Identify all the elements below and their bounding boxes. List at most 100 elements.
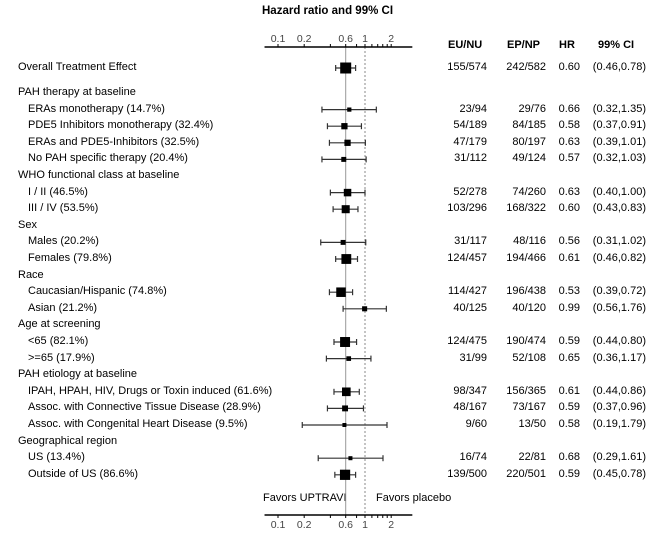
ci-value: (0.32,1.03) [592,152,646,165]
subgroup-header: WHO functional class at baseline [18,169,180,181]
hr-point-box [341,254,352,264]
ep-np-value: 194/466 [506,252,546,264]
column-header-hr: HR [559,39,575,51]
ep-np-value: 156/365 [506,384,546,397]
subgroup-header: Race [18,268,44,281]
hr-value: 0.65 [558,351,580,364]
ep-np-value: 52/108 [512,351,546,364]
ci-value: (0.44,0.86) [592,384,646,397]
eu-nu-value: 155/574 [447,61,487,73]
subgroup-label: Asian (21.2%) [28,301,98,314]
hr-point-box [336,287,346,297]
hr-point-box [362,306,368,312]
bottom-axis-tick-label: 0.1 [271,519,286,531]
eu-nu-value: 31/99 [459,351,487,364]
ep-np-value: 196/438 [506,285,546,298]
hr-point-box [339,469,351,480]
eu-nu-value: 40/125 [453,301,487,314]
hr-point-box [341,123,348,130]
eu-nu-value: 47/179 [453,135,487,148]
hr-value: 0.99 [558,301,580,314]
ci-value: (0.45,0.78) [592,467,646,480]
subgroup-label: IPAH, HPAH, HIV, Drugs or Toxin induced … [28,384,273,397]
subgroup-label: ERAs and PDE5-Inhibitors (32.5%) [28,135,200,148]
hr-value: 0.60 [558,61,580,73]
column-header-eu-nu: EU/NU [448,39,483,51]
hr-value: 0.53 [558,285,580,298]
ep-np-value: 220/501 [506,467,546,480]
ep-np-value: 48/116 [513,235,546,248]
ci-value: (0.46,0.82) [592,252,646,264]
hr-value: 0.58 [558,418,580,430]
ci-value: (0.32,1.35) [592,102,646,115]
subgroup-label: Assoc. with Connective Tissue Disease (2… [28,401,261,414]
ep-np-value: 242/582 [506,61,546,73]
eu-nu-value: 98/347 [453,384,487,397]
ci-value: (0.44,0.80) [592,335,646,347]
ep-np-value: 13/50 [518,418,546,430]
eu-nu-value: 139/500 [447,467,487,480]
ci-value: (0.56,1.76) [592,301,646,314]
top-axis-tick-label: 2 [388,33,394,45]
ep-np-value: 84/185 [512,119,546,132]
subgroup-label: I / II (46.5%) [28,185,88,198]
hr-value: 0.63 [558,185,580,198]
hr-value: 0.59 [558,335,580,347]
ci-value: (0.36,1.17) [592,351,646,364]
hr-point-box [341,156,347,162]
eu-nu-value: 124/457 [447,252,487,264]
subgroup-label: Caucasian/Hispanic (74.8%) [28,285,167,298]
favors-left-label: Favors UPTRAVI [263,492,347,504]
bottom-axis-tick-label: 2 [388,519,394,531]
eu-nu-value: 124/475 [447,335,487,347]
hr-point-box [347,107,352,112]
subgroup-header: PAH etiology at baseline [18,368,138,381]
hr-value: 0.56 [558,235,580,248]
ep-np-value: 49/124 [512,152,546,165]
hr-point-box [346,356,352,361]
bottom-axis-tick-label: 0.2 [297,519,312,531]
column-header-ci: 99% CI [598,39,635,51]
ci-value: (0.37,0.91) [592,119,646,132]
subgroup-label: ERAs monotherapy (14.7%) [28,102,165,115]
eu-nu-value: 52/278 [453,185,487,198]
ep-np-value: 168/322 [506,202,546,215]
top-axis-tick-label: 1 [362,33,368,45]
top-axis-tick-label: 0.1 [271,33,286,45]
hr-value: 0.60 [558,202,580,215]
top-axis-tick-label: 0.2 [297,33,312,45]
subgroup-header: Sex [18,218,37,231]
eu-nu-value: 54/189 [453,119,487,132]
hr-point-box [344,139,351,146]
ci-value: (0.40,1.00) [592,185,646,198]
eu-nu-value: 114/427 [448,285,487,298]
subgroup-label: Females (79.8%) [28,252,112,264]
ep-np-value: 40/120 [512,301,546,314]
ep-np-value: 22/81 [518,451,546,464]
favors-right-label: Favors placebo [376,492,452,504]
ci-value: (0.39,1.01) [592,135,646,148]
subgroup-label: Males (20.2%) [28,235,99,248]
ep-np-value: 74/260 [512,185,546,198]
subgroup-header: Geographical region [18,434,118,447]
hr-value: 0.59 [558,467,580,480]
hr-point-box [340,337,351,347]
hr-point-box [340,62,352,74]
eu-nu-value: 16/74 [459,451,487,464]
subgroup-label: Outside of US (86.6%) [28,467,139,480]
hr-point-box [342,405,349,412]
hr-point-box [340,239,346,245]
eu-nu-value: 48/167 [453,401,487,414]
chart-title: Hazard ratio and 99% CI [262,5,394,17]
hr-value: 0.66 [558,102,580,115]
ci-value: (0.39,0.72) [592,285,646,298]
top-axis-tick-label: 0.6 [338,33,353,45]
column-header-ep-np: EP/NP [507,39,541,51]
subgroup-label: III / IV (53.5%) [28,202,99,215]
subgroup-label: <65 (82.1%) [28,335,89,347]
eu-nu-value: 31/112 [454,152,487,165]
eu-nu-value: 23/94 [459,102,487,115]
eu-nu-value: 9/60 [465,418,487,430]
